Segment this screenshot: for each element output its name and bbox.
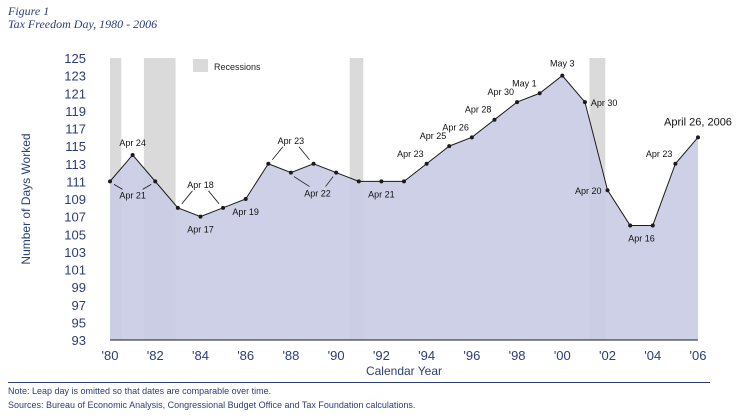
data-label: Apr 24 xyxy=(119,138,146,148)
x-tick-label: '82 xyxy=(147,348,164,363)
x-tick-label: '02 xyxy=(599,348,616,363)
annotation-pointer xyxy=(293,176,310,187)
y-tick-label: 115 xyxy=(65,139,86,154)
y-tick-label: 123 xyxy=(64,69,86,84)
annotation-pointer xyxy=(325,176,334,187)
data-point xyxy=(696,135,700,140)
data-point xyxy=(108,179,112,184)
annotation-pointer xyxy=(298,146,310,161)
legend-label-recessions: Recessions xyxy=(214,62,261,72)
data-point xyxy=(560,73,565,78)
data-point xyxy=(175,205,180,210)
data-point xyxy=(650,223,655,228)
x-tick-label: '94 xyxy=(418,348,435,363)
y-tick-label: 97 xyxy=(72,298,86,313)
x-tick-label: '80 xyxy=(102,348,119,363)
x-tick-label: '96 xyxy=(463,348,480,363)
data-label: Apr 25 xyxy=(420,131,447,141)
x-axis-label: Calendar Year xyxy=(366,364,442,378)
data-point xyxy=(356,179,361,184)
data-point xyxy=(221,205,226,210)
data-point xyxy=(447,144,452,149)
y-tick-label: 103 xyxy=(64,245,86,260)
series-area xyxy=(110,75,698,340)
data-label: Apr 21 xyxy=(119,190,146,200)
y-tick-label: 95 xyxy=(72,315,86,330)
y-tick-label: 99 xyxy=(72,280,86,295)
data-label: Apr 28 xyxy=(465,105,492,115)
data-point xyxy=(673,161,678,166)
annotation-pointer xyxy=(113,184,123,190)
data-label: May 3 xyxy=(550,59,575,69)
data-point xyxy=(311,161,316,166)
data-point xyxy=(130,152,135,157)
data-point xyxy=(334,170,339,175)
figure-title: Tax Freedom Day, 1980 - 2006 xyxy=(8,17,158,31)
data-point xyxy=(402,179,406,184)
data-label: Apr 16 xyxy=(628,233,655,243)
data-label: Apr 23 xyxy=(397,149,424,159)
data-point xyxy=(515,100,520,105)
y-tick-label: 109 xyxy=(64,192,86,207)
x-tick-label: '06 xyxy=(690,348,707,363)
y-tick-label: 119 xyxy=(65,104,86,119)
sources-text: Sources: Bureau of Economic Analysis, Co… xyxy=(8,400,416,410)
y-tick-label: 117 xyxy=(65,122,86,137)
annotation-pointer xyxy=(142,184,152,190)
y-tick-label: 121 xyxy=(64,86,86,101)
data-label: Apr 22 xyxy=(304,189,331,199)
data-label: Apr 17 xyxy=(187,225,214,235)
data-label: Apr 23 xyxy=(646,149,673,159)
y-tick-label: 111 xyxy=(66,174,86,189)
data-point xyxy=(379,179,384,184)
x-tick-label: '92 xyxy=(373,348,390,363)
data-point xyxy=(537,91,542,96)
data-point xyxy=(469,135,474,140)
y-tick-label: 101 xyxy=(64,263,86,278)
data-label: Apr 30 xyxy=(488,87,515,97)
data-label: Apr 26 xyxy=(442,122,469,132)
x-tick-label: '98 xyxy=(509,348,526,363)
note-text: Note: Leap day is omitted so that dates … xyxy=(8,386,272,396)
data-label: May 1 xyxy=(512,78,537,88)
y-tick-label: 113 xyxy=(65,157,86,172)
figure-label: Figure 1 xyxy=(8,4,50,18)
data-point xyxy=(582,100,587,105)
tax-freedom-day-chart: 93 95 97 99 101 103 105 107 109 111 113 115 117 119 12… xyxy=(19,51,732,378)
annotation-pointer xyxy=(208,190,220,205)
data-point xyxy=(198,214,203,219)
data-point xyxy=(424,161,429,166)
y-tick-label: 93 xyxy=(72,333,86,348)
x-tick-label: '90 xyxy=(328,348,345,363)
y-axis-label: Number of Days Worked xyxy=(19,133,33,264)
data-point xyxy=(628,223,633,228)
data-point xyxy=(266,161,271,166)
data-point xyxy=(153,179,158,184)
y-tick-label: 107 xyxy=(64,210,86,225)
x-tick-label: '86 xyxy=(237,348,254,363)
data-point xyxy=(243,197,248,201)
annotation-pointer xyxy=(181,190,193,205)
legend-swatch-recessions xyxy=(193,59,208,72)
data-point xyxy=(605,188,610,193)
x-tick-label: '00 xyxy=(554,348,571,363)
data-label: Apr 19 xyxy=(232,207,259,217)
notes-divider xyxy=(8,382,710,383)
x-tick-label: '84 xyxy=(192,348,209,363)
data-label: Apr 30 xyxy=(591,98,618,108)
data-label: April 26, 2006 xyxy=(664,116,732,128)
x-tick-label: '04 xyxy=(644,348,661,363)
data-label: Apr 20 xyxy=(575,186,602,196)
data-point xyxy=(492,117,497,122)
data-point xyxy=(288,170,293,175)
data-label: Apr 18 xyxy=(187,180,214,190)
annotation-pointer xyxy=(271,146,284,161)
x-tick-label: '88 xyxy=(282,348,299,363)
y-tick-label: 105 xyxy=(64,227,86,242)
data-label: Apr 21 xyxy=(368,189,395,199)
y-tick-label: 125 xyxy=(64,51,86,66)
data-label: Apr 23 xyxy=(278,136,305,146)
